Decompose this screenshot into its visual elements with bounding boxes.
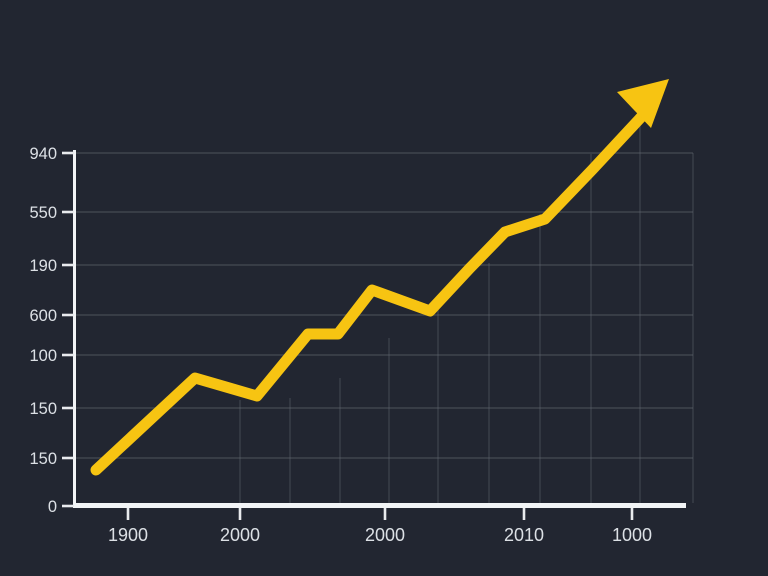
- x-axis-label: 2010: [504, 525, 544, 545]
- trend-line: [90, 107, 651, 476]
- y-axis-label: 100: [29, 347, 57, 365]
- x-axis-label: 1000: [612, 525, 652, 545]
- y-axis-label: 0: [48, 498, 57, 516]
- y-axis-label: 190: [29, 257, 57, 275]
- horizontal-gridlines: [75, 152, 693, 459]
- x-axis-line: [73, 503, 686, 508]
- vertical-gridlines: [239, 118, 694, 503]
- y-axis-label: 940: [29, 145, 57, 163]
- y-axis-label: 600: [29, 307, 57, 325]
- y-axis-label: 550: [29, 204, 57, 222]
- x-axis-ticks: [126, 508, 634, 520]
- y-axis-label: 150: [29, 450, 57, 468]
- x-axis-labels: 1900 2000 2000 2010 1000: [108, 525, 652, 545]
- y-axis-labels: 940 550 190 600 100 150 150 0: [29, 145, 57, 516]
- x-axis-label: 2000: [220, 525, 260, 545]
- y-axis-ticks: [62, 151, 74, 508]
- x-axis-label: 2000: [365, 525, 405, 545]
- y-axis-line: [73, 150, 76, 508]
- x-axis-label: 1900: [108, 525, 148, 545]
- y-axis-label: 150: [29, 400, 57, 418]
- trend-arrowhead-icon: [617, 79, 669, 128]
